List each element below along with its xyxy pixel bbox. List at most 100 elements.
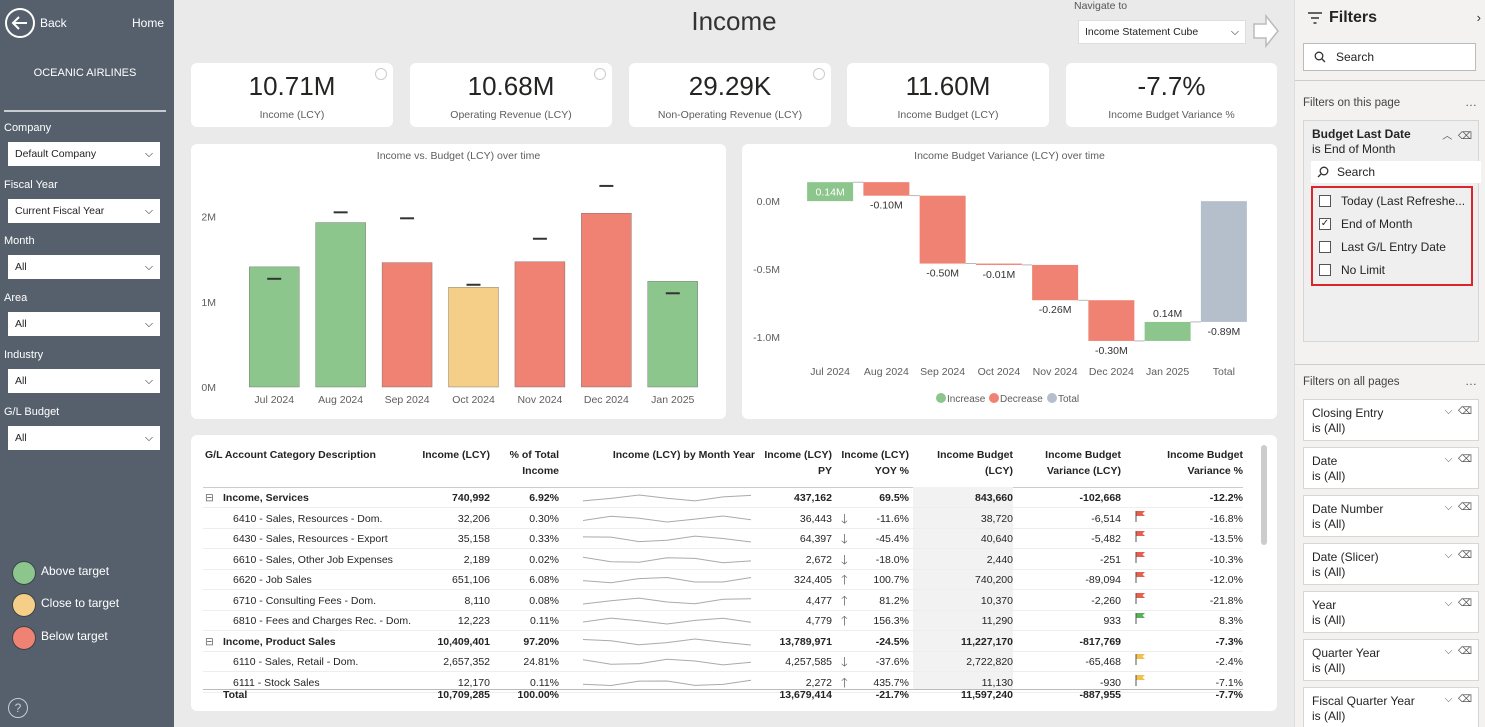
header-divider	[203, 487, 1243, 488]
kpi-card-non-operating-revenue[interactable]: 29.29K Non-Operating Revenue (LCY)	[629, 63, 831, 127]
budget-variance-svg: 0.0M -0.5M -1.0M 0.14M Jul 2024 -0.10M Aug 202…	[753, 181, 1247, 405]
kpi-card-income[interactable]: 10.71M Income (LCY)	[191, 63, 393, 127]
info-icon[interactable]	[594, 68, 606, 80]
collapse-pane-icon[interactable]: ›	[1476, 10, 1481, 25]
cell-py: 437,162	[794, 492, 832, 504]
flag-shape	[1135, 531, 1145, 542]
cell-income: 12,223	[457, 615, 490, 627]
bar-aug-2024	[315, 222, 366, 388]
filter-option-no-limit[interactable]: No Limit	[1319, 263, 1385, 277]
help-icon[interactable]: ?	[8, 698, 28, 718]
budget-last-date-filter[interactable]: Budget Last Date is End of Month ︿ ⌫	[1303, 120, 1479, 342]
cell-varpct: -2.4%	[1215, 656, 1243, 668]
total-yoy: -21.7%	[875, 689, 909, 701]
filter-option-last-gl-entry[interactable]: Last G/L Entry Date	[1319, 240, 1446, 254]
industry-slicer[interactable]: All ⌵	[8, 369, 160, 393]
row-label: 6710 - Consulting Fees - Dom.	[233, 594, 376, 607]
filter-values-search[interactable]: Search	[1311, 161, 1481, 183]
bar-oct-2024	[448, 287, 499, 388]
more-options-icon[interactable]: …	[1465, 374, 1477, 388]
filter-card-icons: ⌵ ⌫	[1445, 598, 1472, 609]
income-matrix-table[interactable]: G/L Account Category Description Income (…	[191, 435, 1277, 711]
arrow-down-icon: 🡓	[841, 531, 848, 546]
eraser-icon[interactable]: ⌫	[1457, 454, 1472, 465]
row-label: 6111 - Stock Sales	[233, 676, 320, 689]
checkbox[interactable]	[1319, 241, 1331, 253]
cell-pct: 97.20%	[523, 635, 559, 648]
chevron-down-icon[interactable]: ⌵	[1444, 454, 1453, 465]
checkbox[interactable]	[1319, 195, 1331, 207]
checkbox[interactable]	[1319, 264, 1331, 276]
chevron-up-icon[interactable]: ︿	[1442, 131, 1453, 142]
kpi-card-income-budget[interactable]: 11.60M Income Budget (LCY)	[847, 63, 1049, 127]
filter-option-end-of-month[interactable]: ✓ End of Month	[1319, 217, 1412, 231]
kpi-label: Income Budget (LCY)	[897, 109, 999, 121]
filter-card-year[interactable]: Year is (All) ⌵ ⌫	[1303, 591, 1479, 633]
waterfall-bar	[1088, 300, 1135, 341]
cell-budget: 38,720	[980, 512, 1013, 525]
checkbox-checked[interactable]: ✓	[1319, 218, 1331, 230]
navigate-dropdown[interactable]: Income Statement Cube ⌵	[1078, 20, 1246, 44]
budget-variance-chart[interactable]: Income Budget Variance (LCY) over time 0…	[742, 144, 1277, 419]
kpi-card-budget-variance[interactable]: -7.7% Income Budget Variance %	[1066, 63, 1277, 127]
back-button[interactable]	[5, 8, 35, 38]
filter-card-date-slicer-[interactable]: Date (Slicer) is (All) ⌵ ⌫	[1303, 543, 1479, 585]
home-button[interactable]: Home	[131, 16, 164, 30]
data-label: -0.50M	[926, 268, 959, 280]
eraser-icon[interactable]: ⌫	[1457, 646, 1472, 657]
eraser-icon[interactable]: ⌫	[1457, 598, 1472, 609]
filter-card-icons: ⌵ ⌫	[1445, 694, 1472, 705]
bar-sep-2024	[381, 262, 433, 388]
gl-budget-slicer[interactable]: All ⌵	[8, 426, 160, 450]
info-icon[interactable]	[375, 68, 387, 80]
cell-var: -6,514	[1091, 512, 1121, 525]
filters-all-pages-label: Filters on all pages	[1303, 376, 1400, 388]
column-header: Income Budget Variance %	[1167, 449, 1243, 477]
row-label: 6410 - Sales, Resources - Dom.	[233, 512, 383, 525]
filter-option-today[interactable]: Today (Last Refreshe...	[1319, 194, 1465, 208]
chevron-down-icon: ⌵	[145, 317, 153, 330]
eraser-icon[interactable]: ⌫	[1457, 131, 1472, 142]
navigate-arrow-icon[interactable]	[1252, 14, 1280, 48]
filter-card-date[interactable]: Date is (All) ⌵ ⌫	[1303, 447, 1479, 489]
column-header: Income (LCY) YOY %	[841, 449, 909, 477]
x-tick-label: Total	[1213, 366, 1235, 378]
sparkline-path	[583, 679, 752, 686]
flag-icon	[1135, 570, 1147, 590]
filter-value: is (All)	[1312, 421, 1346, 435]
kpi-card-operating-revenue[interactable]: 10.68M Operating Revenue (LCY)	[410, 63, 612, 127]
cell-py: 2,272	[805, 676, 832, 689]
y-tick-label: 2M	[201, 212, 216, 224]
chevron-down-icon[interactable]: ⌵	[1444, 694, 1453, 705]
filter-card-date-number[interactable]: Date Number is (All) ⌵ ⌫	[1303, 495, 1479, 537]
cell-var: -2,260	[1091, 594, 1121, 607]
filter-card-quarter-year[interactable]: Quarter Year is (All) ⌵ ⌫	[1303, 639, 1479, 681]
sparkline	[583, 679, 752, 686]
eraser-icon[interactable]: ⌫	[1457, 406, 1472, 417]
chevron-down-icon[interactable]: ⌵	[1444, 598, 1453, 609]
fiscal-year-slicer[interactable]: Current Fiscal Year ⌵	[8, 199, 160, 223]
eraser-icon[interactable]: ⌫	[1457, 502, 1472, 513]
cell-pct: 0.11%	[530, 676, 559, 689]
cell-yoy: -18.0%	[875, 553, 909, 566]
filter-card-closing-entry[interactable]: Closing Entry is (All) ⌵ ⌫	[1303, 399, 1479, 441]
legend-dot	[936, 393, 946, 403]
area-slicer[interactable]: All ⌵	[8, 312, 160, 336]
scrollbar[interactable]	[1261, 445, 1267, 545]
table-body: G/L Account Category Description Income (…	[191, 435, 1277, 711]
chevron-down-icon[interactable]: ⌵	[1444, 502, 1453, 513]
chevron-down-icon[interactable]: ⌵	[1444, 646, 1453, 657]
income-vs-budget-chart[interactable]: Income vs. Budget (LCY) over time 0M 1M 2M…	[191, 144, 726, 419]
sparkline	[583, 494, 752, 502]
chevron-down-icon[interactable]: ⌵	[1444, 406, 1453, 417]
eraser-icon[interactable]: ⌫	[1457, 550, 1472, 561]
filter-icon	[1308, 12, 1322, 24]
month-slicer[interactable]: All ⌵	[8, 255, 160, 279]
chevron-down-icon[interactable]: ⌵	[1444, 550, 1453, 561]
eraser-icon[interactable]: ⌫	[1457, 694, 1472, 705]
filter-card-fiscal-quarter-year[interactable]: Fiscal Quarter Year is (All) ⌵ ⌫	[1303, 687, 1479, 727]
company-slicer[interactable]: Default Company ⌵	[8, 142, 160, 166]
filter-search-input[interactable]: Search	[1303, 43, 1476, 71]
more-options-icon[interactable]: …	[1465, 95, 1477, 109]
info-icon[interactable]	[813, 68, 825, 80]
